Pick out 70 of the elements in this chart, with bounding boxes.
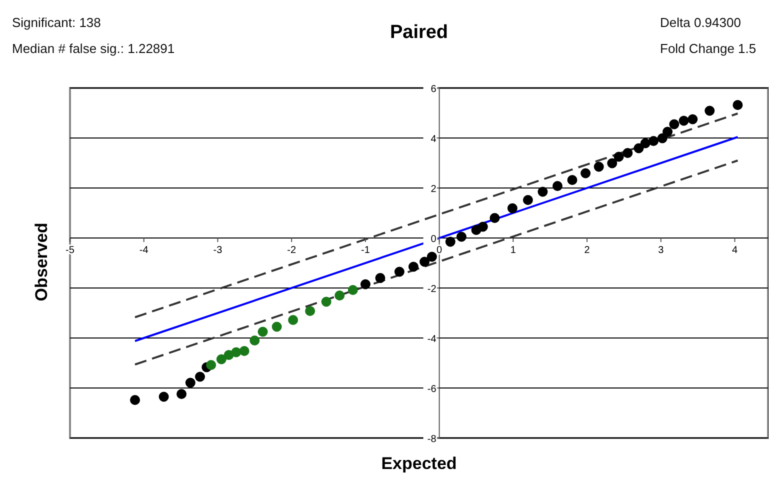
point bbox=[580, 168, 591, 178]
x-tick-label: 3 bbox=[658, 245, 664, 256]
x-tick-label: 2 bbox=[584, 245, 590, 256]
point bbox=[195, 372, 205, 382]
chart-title: Paired bbox=[390, 22, 448, 43]
point bbox=[334, 290, 345, 300]
text: Median # false sig.: 1.22891 bbox=[12, 41, 175, 56]
y-tick-label: 4 bbox=[430, 134, 437, 145]
point bbox=[445, 236, 456, 247]
point bbox=[538, 186, 548, 197]
point bbox=[622, 148, 633, 158]
point bbox=[594, 162, 604, 172]
y-tick-label: 2 bbox=[430, 184, 437, 195]
text: Significant: 138 bbox=[12, 15, 101, 30]
x-tick-label: -2 bbox=[287, 245, 296, 256]
point bbox=[678, 116, 689, 126]
point bbox=[420, 256, 430, 267]
point bbox=[456, 232, 466, 242]
point bbox=[408, 262, 418, 272]
point bbox=[250, 336, 260, 346]
y-tick-label: -2 bbox=[427, 284, 437, 295]
point bbox=[216, 354, 226, 364]
point bbox=[490, 213, 500, 223]
x-tick-label: -3 bbox=[213, 245, 223, 256]
point bbox=[657, 133, 668, 144]
point bbox=[614, 152, 624, 162]
point bbox=[375, 273, 386, 283]
point bbox=[130, 395, 140, 405]
point bbox=[206, 360, 216, 370]
point bbox=[648, 136, 659, 146]
point bbox=[607, 158, 618, 168]
x-tick-label: 4 bbox=[732, 245, 738, 256]
point bbox=[360, 279, 370, 290]
x-axis-title: Expected bbox=[381, 454, 457, 473]
text: Fold Change 1.5 bbox=[660, 41, 756, 56]
point bbox=[305, 306, 316, 316]
point bbox=[288, 315, 298, 325]
point bbox=[176, 389, 187, 399]
point bbox=[662, 126, 673, 137]
x-tick-label: -4 bbox=[139, 245, 149, 256]
point bbox=[158, 392, 169, 402]
point bbox=[688, 114, 698, 124]
y-axis-title: Observed bbox=[32, 222, 51, 302]
point bbox=[258, 326, 268, 337]
point bbox=[732, 100, 743, 110]
point bbox=[669, 119, 680, 130]
y-tick-label: 0 bbox=[430, 234, 437, 245]
point bbox=[272, 322, 282, 332]
point bbox=[185, 378, 196, 388]
y-tick-label: 6 bbox=[430, 84, 437, 95]
x-tick-label: -1 bbox=[360, 245, 370, 256]
y-tick-label: -4 bbox=[427, 334, 437, 345]
point bbox=[640, 138, 650, 148]
point bbox=[321, 296, 332, 307]
point bbox=[426, 252, 437, 262]
x-tick-label: 1 bbox=[510, 245, 516, 256]
point bbox=[634, 143, 644, 154]
point bbox=[704, 106, 715, 116]
point bbox=[394, 266, 404, 277]
x-tick-label: -5 bbox=[66, 245, 75, 256]
point bbox=[239, 346, 250, 356]
point bbox=[522, 195, 533, 205]
point bbox=[507, 203, 518, 214]
y-tick-label: -6 bbox=[427, 384, 437, 395]
point bbox=[348, 285, 358, 295]
text: Delta 0.94300 bbox=[660, 15, 741, 30]
point bbox=[552, 181, 562, 191]
point bbox=[478, 222, 488, 232]
y-tick-label: -8 bbox=[427, 434, 437, 445]
point bbox=[567, 175, 578, 185]
